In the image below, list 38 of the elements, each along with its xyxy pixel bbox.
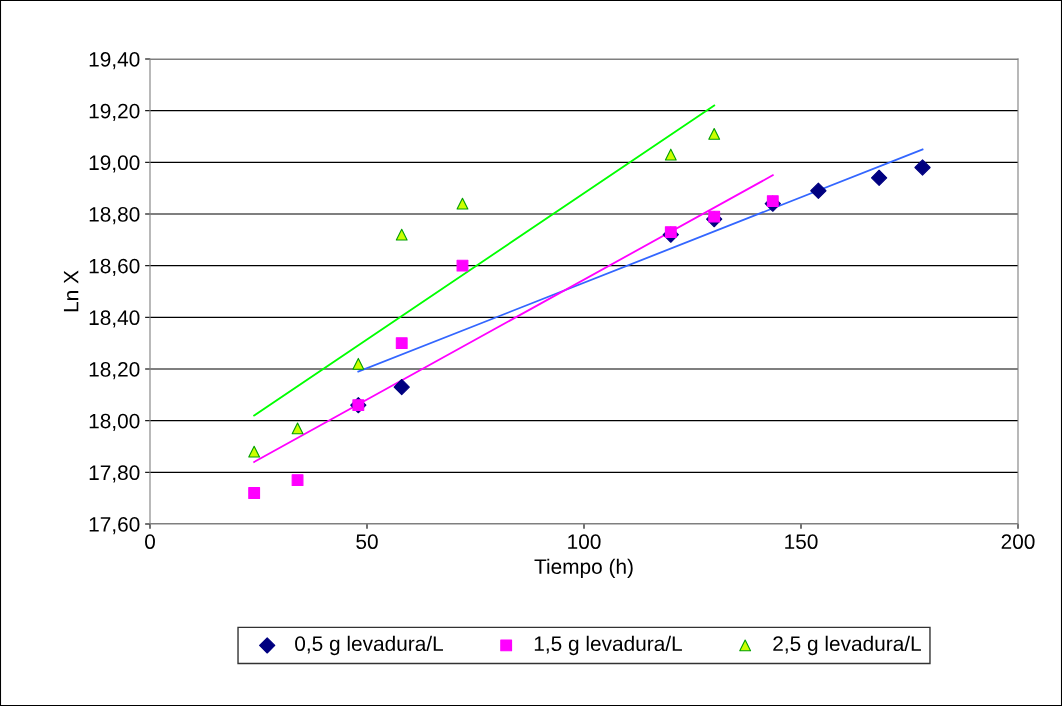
- legend-label: 2,5 g levadura/L: [773, 635, 921, 656]
- x-tick-label: 150: [785, 534, 818, 550]
- point: [810, 182, 827, 199]
- y-tick-label: 18,40: [89, 310, 140, 328]
- legend-label: 0,5 g levadura/L: [295, 635, 443, 656]
- y-tick-label: 18,60: [89, 258, 140, 276]
- point: [291, 422, 304, 435]
- point: [664, 226, 677, 239]
- y-tick-label: 18,00: [89, 413, 140, 431]
- x-tick-label: 200: [1001, 534, 1035, 550]
- y-tick-label: 17,80: [89, 465, 140, 483]
- point: [708, 127, 721, 140]
- point: [395, 337, 408, 350]
- x-tick-label: 0: [145, 534, 155, 550]
- point: [291, 474, 304, 487]
- point: [766, 195, 779, 208]
- y-tick-label: 19,20: [89, 103, 140, 121]
- point: [248, 445, 261, 458]
- point: [393, 378, 410, 396]
- point: [352, 357, 365, 370]
- y-tick-label: 19,40: [89, 52, 140, 70]
- point: [456, 197, 469, 210]
- y-tick-label: 19,00: [89, 155, 140, 173]
- point: [248, 487, 261, 499]
- point: [456, 259, 469, 272]
- legend-label: 1,5 g levadura/L: [534, 635, 682, 656]
- y-tick-label: 18,80: [89, 207, 140, 225]
- y-axis-title: Ln X: [63, 270, 79, 312]
- point: [708, 210, 721, 223]
- point: [395, 228, 408, 241]
- y-tick-label: 18,20: [89, 362, 140, 380]
- x-axis-title: Tiempo (h): [534, 558, 633, 579]
- point: [664, 148, 677, 161]
- point: [914, 159, 931, 176]
- y-tick-label: 17,60: [89, 517, 140, 535]
- point: [870, 169, 888, 186]
- x-tick-label: 100: [568, 534, 601, 550]
- x-tick-label: 50: [356, 534, 378, 550]
